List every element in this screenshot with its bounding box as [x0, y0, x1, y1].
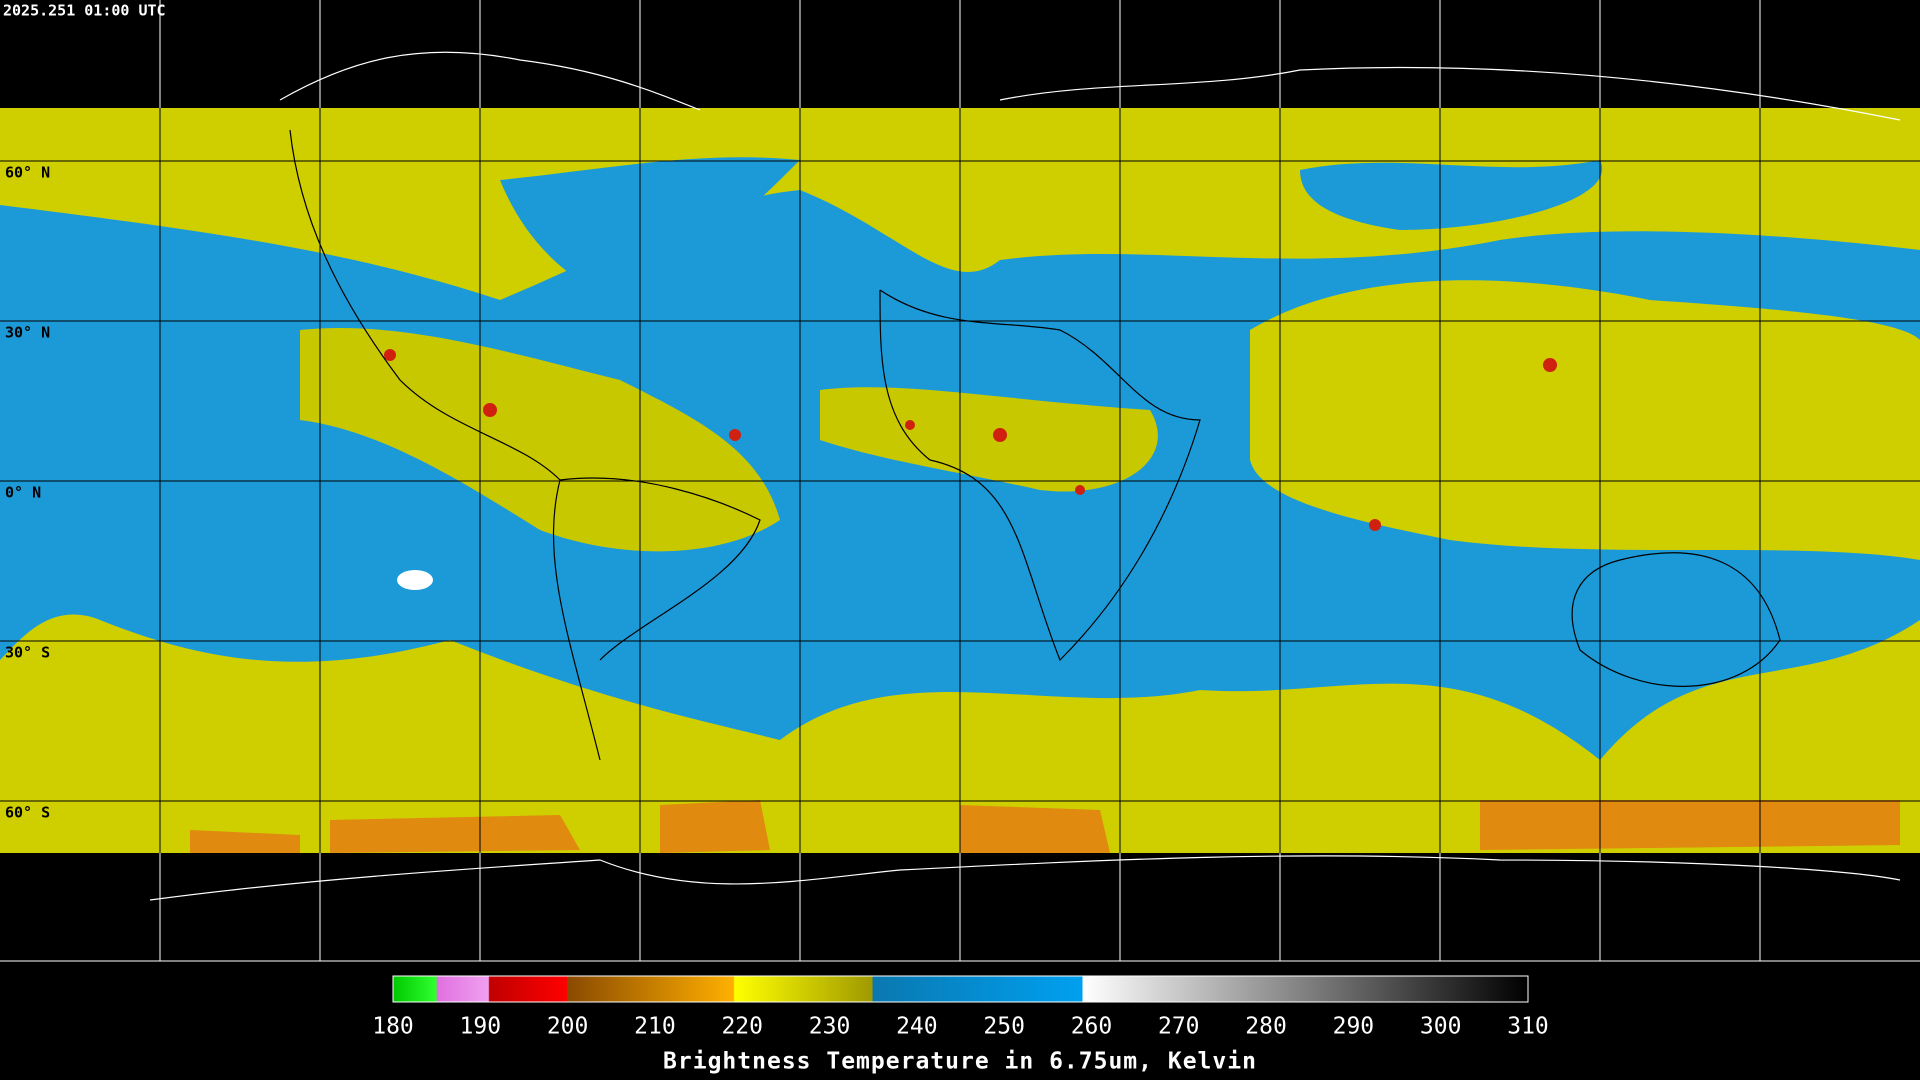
timestamp: 2025.251 01:00 UTC	[3, 2, 166, 20]
colorbar-title: Brightness Temperature in 6.75um, Kelvin	[663, 1049, 1257, 1075]
coastlines	[289, 129, 1781, 761]
colorbar-tick-label: 300	[1420, 1014, 1462, 1040]
latitude-label: 60° S	[5, 804, 50, 822]
dry-region	[1300, 160, 1603, 230]
colorbar-tick-label: 270	[1158, 1014, 1200, 1040]
colorbar-tick-label: 200	[547, 1014, 589, 1040]
colorbar-tick-label: 280	[1245, 1014, 1287, 1040]
graticule	[0, 160, 1920, 802]
polar-coastlines	[149, 51, 1901, 901]
latitude-label: 30° S	[5, 644, 50, 662]
colorbar-tick-label: 220	[721, 1014, 763, 1040]
cold-patches	[190, 800, 1900, 853]
graticule-polar	[159, 0, 1761, 961]
colorbar-ticks: 180 190 200 210 220 230 240 250 260 270 280 290 300 3…	[372, 1014, 1549, 1040]
colorbar-tick-label: 250	[983, 1014, 1025, 1040]
dry-region	[500, 157, 800, 300]
latitude-label: 30° N	[5, 324, 50, 342]
colorbar-tick-label: 290	[1333, 1014, 1375, 1040]
colorbar-tick-label: 260	[1071, 1014, 1113, 1040]
colorbar-tick-label: 310	[1507, 1014, 1549, 1040]
warm-spot	[397, 570, 433, 590]
latitude-label: 60° N	[5, 164, 50, 182]
colorbar-tick-label: 190	[460, 1014, 502, 1040]
moist-region	[1250, 280, 1920, 560]
convection	[384, 349, 1557, 531]
colorbar	[392, 975, 1529, 1003]
colorbar-tick-label: 240	[896, 1014, 938, 1040]
colorbar-tick-label: 230	[809, 1014, 851, 1040]
latitude-label: 0° N	[5, 484, 41, 502]
colorbar-tick-label: 210	[634, 1014, 676, 1040]
colorbar-tick-label: 180	[372, 1014, 414, 1040]
moist-region	[300, 328, 780, 552]
moist-region	[820, 387, 1158, 492]
map: 60° N 30° N 0° N 30° S 60° S	[0, 0, 1920, 961]
